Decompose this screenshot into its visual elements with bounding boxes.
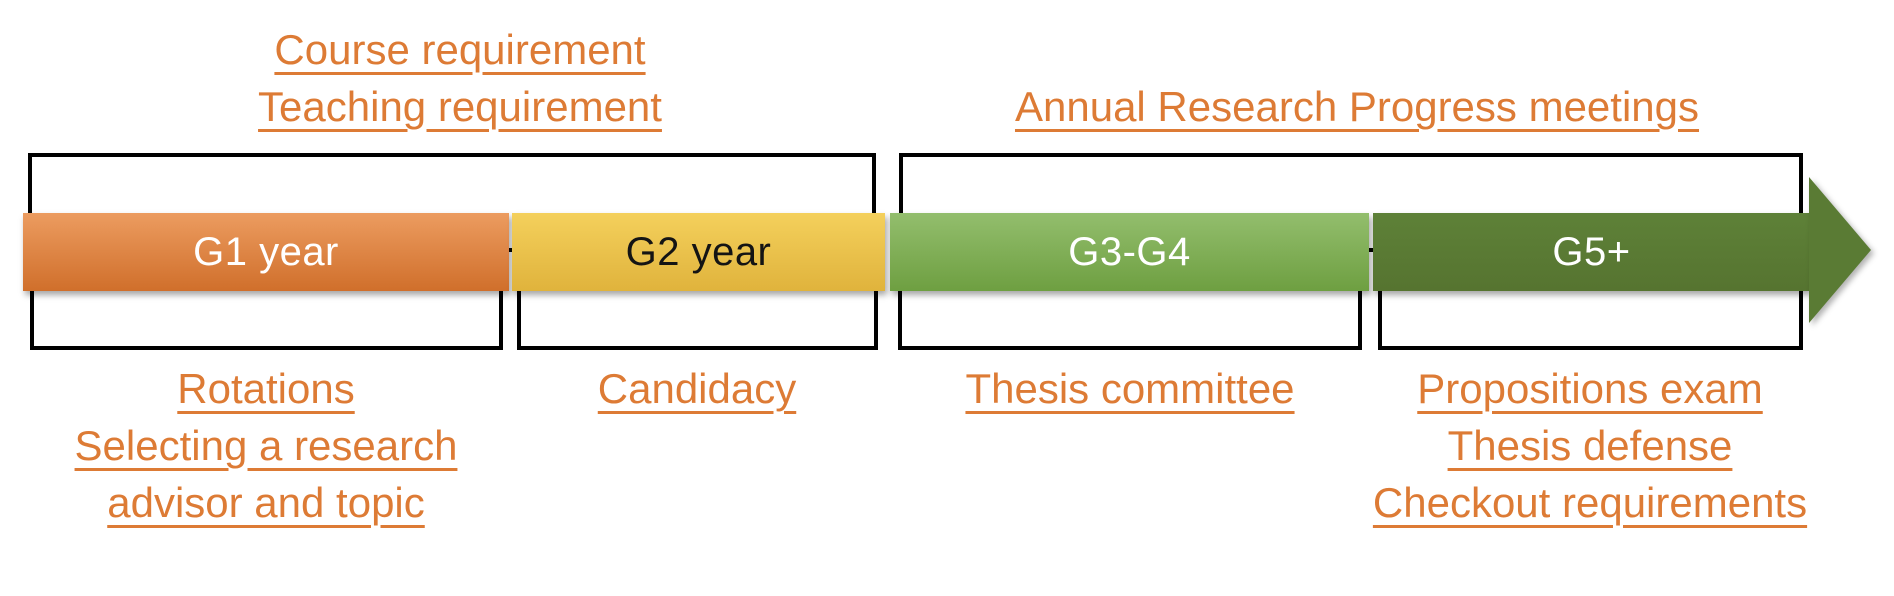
timeline-segment-g1: G1 year <box>23 213 509 291</box>
segment-label-g5: G5+ <box>1552 229 1631 274</box>
annotation-top-requirements: Course requirement Teaching requirement <box>110 21 810 135</box>
segment-label-g3g4: G3-G4 <box>1068 229 1191 274</box>
annotation-bottom-g5: Propositions exam Thesis defense Checkou… <box>1340 360 1840 531</box>
label-selecting-a-research: Selecting a research <box>74 422 458 469</box>
annotation-bottom-g3g4: Thesis committee <box>930 360 1330 417</box>
segment-label-g2: G2 year <box>625 229 772 274</box>
label-rotations: Rotations <box>177 365 355 412</box>
timeline-segment-g5: G5+ <box>1373 213 1810 291</box>
label-checkout-requirements: Checkout requirements <box>1372 479 1808 526</box>
timeline-segment-g3g4: G3-G4 <box>890 213 1369 291</box>
label-teaching-requirement: Teaching requirement <box>258 83 662 130</box>
annotation-bottom-g1: Rotations Selecting a research advisor a… <box>16 360 516 531</box>
timeline-segment-g2: G2 year <box>512 213 885 291</box>
label-candidacy: Candidacy <box>597 365 797 412</box>
label-advisor-and-topic: advisor and topic <box>107 479 425 526</box>
annotation-bottom-g2: Candidacy <box>497 360 897 417</box>
segment-label-g1: G1 year <box>193 229 339 274</box>
label-propositions-exam: Propositions exam <box>1417 365 1763 412</box>
label-annual-research-progress-meetings: Annual Research Progress meetings <box>1014 83 1700 130</box>
annotation-top-progress-meetings: Annual Research Progress meetings <box>1007 78 1707 135</box>
label-thesis-defense: Thesis defense <box>1447 422 1733 469</box>
label-course-requirement: Course requirement <box>274 26 646 73</box>
timeline-arrowhead-icon <box>1809 177 1871 323</box>
label-thesis-committee: Thesis committee <box>965 365 1295 412</box>
